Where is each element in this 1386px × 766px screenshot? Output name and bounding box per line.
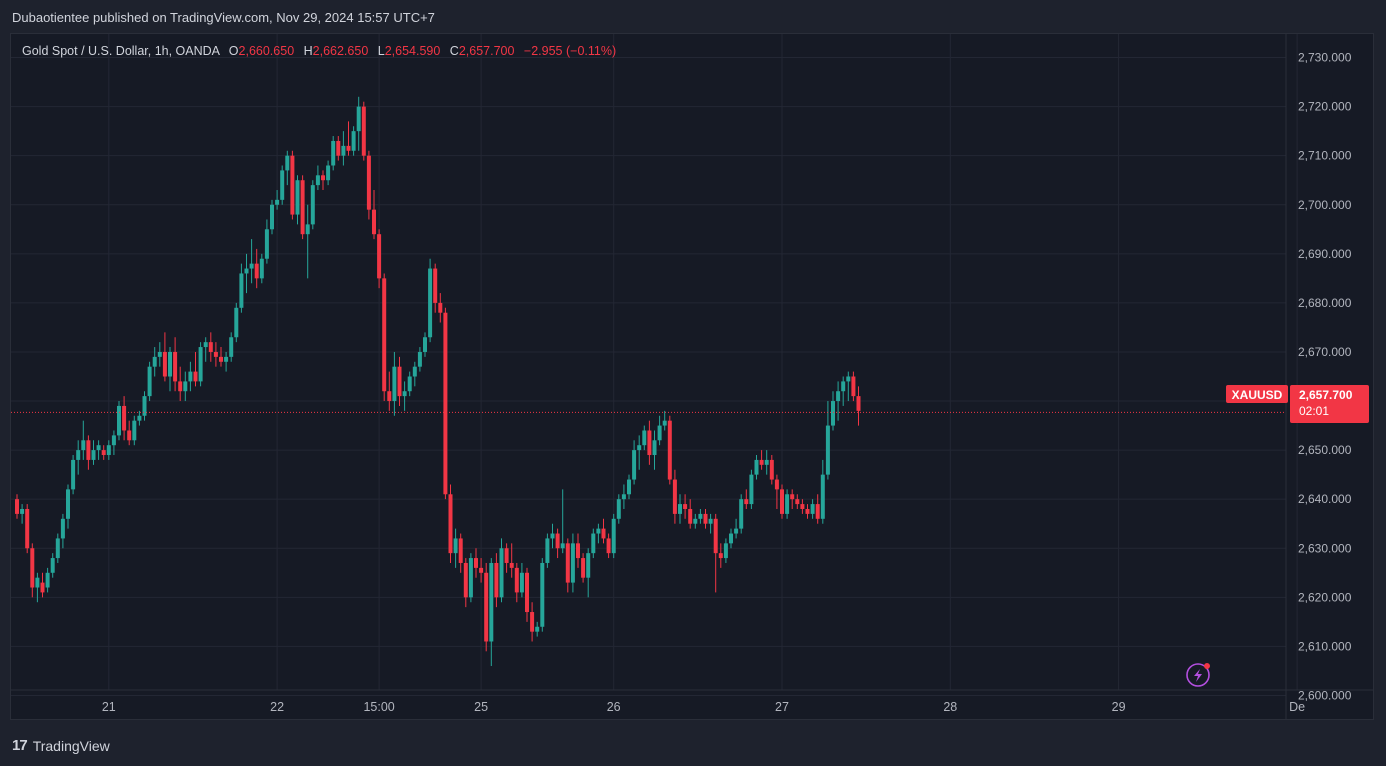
legend-low: 2,654.590 [384, 44, 441, 58]
legend-symbol: Gold Spot / U.S. Dollar, 1h, OANDA [22, 44, 220, 58]
legend: Gold Spot / U.S. Dollar, 1h, OANDA O2,66… [22, 44, 616, 58]
publisher-banner: Dubaotientee published on TradingView.co… [12, 10, 435, 25]
legend-low-label: L [377, 44, 385, 58]
legend-close: 2,657.700 [458, 44, 515, 58]
tradingview-logo-icon: 17 [12, 737, 28, 754]
tradingview-brand[interactable]: 17 TradingView [12, 737, 110, 754]
legend-high-label: H [303, 44, 313, 58]
legend-high: 2,662.650 [312, 44, 369, 58]
legend-close-label: C [449, 44, 459, 58]
legend-open-label: O [228, 44, 239, 58]
legend-change: −2.955 (−0.11%) [523, 44, 617, 58]
brand-name: TradingView [32, 737, 110, 754]
legend-open: 2,660.650 [238, 44, 295, 58]
chart-frame[interactable] [10, 33, 1374, 720]
